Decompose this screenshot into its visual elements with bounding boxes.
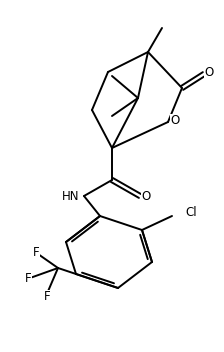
Text: Cl: Cl xyxy=(185,207,197,220)
Text: F: F xyxy=(44,290,50,303)
Text: F: F xyxy=(25,272,31,285)
Text: O: O xyxy=(204,67,214,80)
Text: F: F xyxy=(33,246,39,259)
Text: O: O xyxy=(170,114,180,127)
Text: O: O xyxy=(141,190,151,203)
Text: HN: HN xyxy=(62,189,79,202)
